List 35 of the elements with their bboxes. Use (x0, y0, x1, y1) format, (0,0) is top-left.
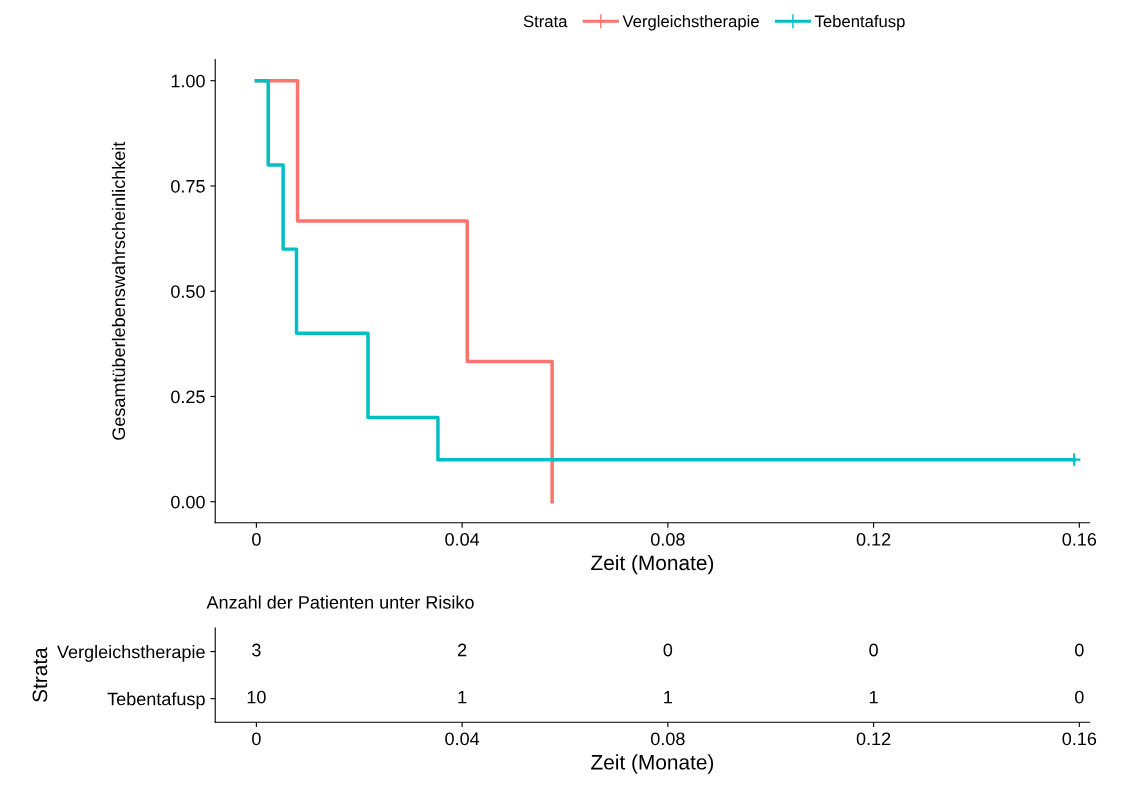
legend-label: Tebentafusp (814, 15, 905, 31)
x-tick-label: 0.16 (1062, 533, 1097, 546)
data-label: 2 (458, 643, 467, 657)
y-tick-label: 1.00 (171, 74, 205, 88)
data-label: 10 (247, 690, 266, 704)
y-tick-label: 0.50 (171, 285, 205, 298)
y-tick-label: 0.25 (171, 390, 205, 404)
y-axis-title: Strata (32, 647, 48, 702)
x-axis-title: Zeit (Monate) (591, 554, 714, 575)
x-tick-label: 0.04 (445, 732, 480, 746)
x-tick-label: 0.16 (1062, 732, 1097, 746)
x-tick-label: 0.08 (650, 533, 685, 546)
data-label: 1 (458, 690, 467, 704)
x-tick-label: 0 (252, 533, 261, 546)
legend-label: Vergleichstherapie (622, 15, 759, 31)
y-tick-label: Vergleichstherapie (57, 645, 205, 662)
data-label: 1 (664, 690, 672, 704)
data-label: 0 (869, 643, 878, 657)
data-label: 0 (1075, 690, 1084, 704)
y-axis-title: Gesamtüberlebenswahrscheinlichkeit (111, 141, 126, 440)
x-tick-label: 0.04 (445, 533, 480, 546)
y-tick-label: Tebentafusp (107, 692, 205, 709)
legend-title: Strata (523, 15, 568, 28)
data-label: 3 (252, 643, 261, 657)
x-tick-label: 0 (252, 732, 261, 746)
data-label: 1 (869, 690, 878, 704)
data-label: 0 (663, 643, 673, 657)
y-tick-label: 0.00 (171, 495, 205, 509)
x-tick-label: 0.12 (856, 533, 891, 546)
x-tick-label: 0.08 (650, 732, 685, 746)
chart-title: Anzahl der Patienten unter Risiko (206, 595, 474, 609)
data-label: 0 (1075, 643, 1084, 657)
x-axis-title: Zeit (Monate) (591, 754, 714, 774)
x-tick-label: 0.12 (856, 732, 891, 746)
y-tick-label: 0.75 (171, 179, 205, 193)
